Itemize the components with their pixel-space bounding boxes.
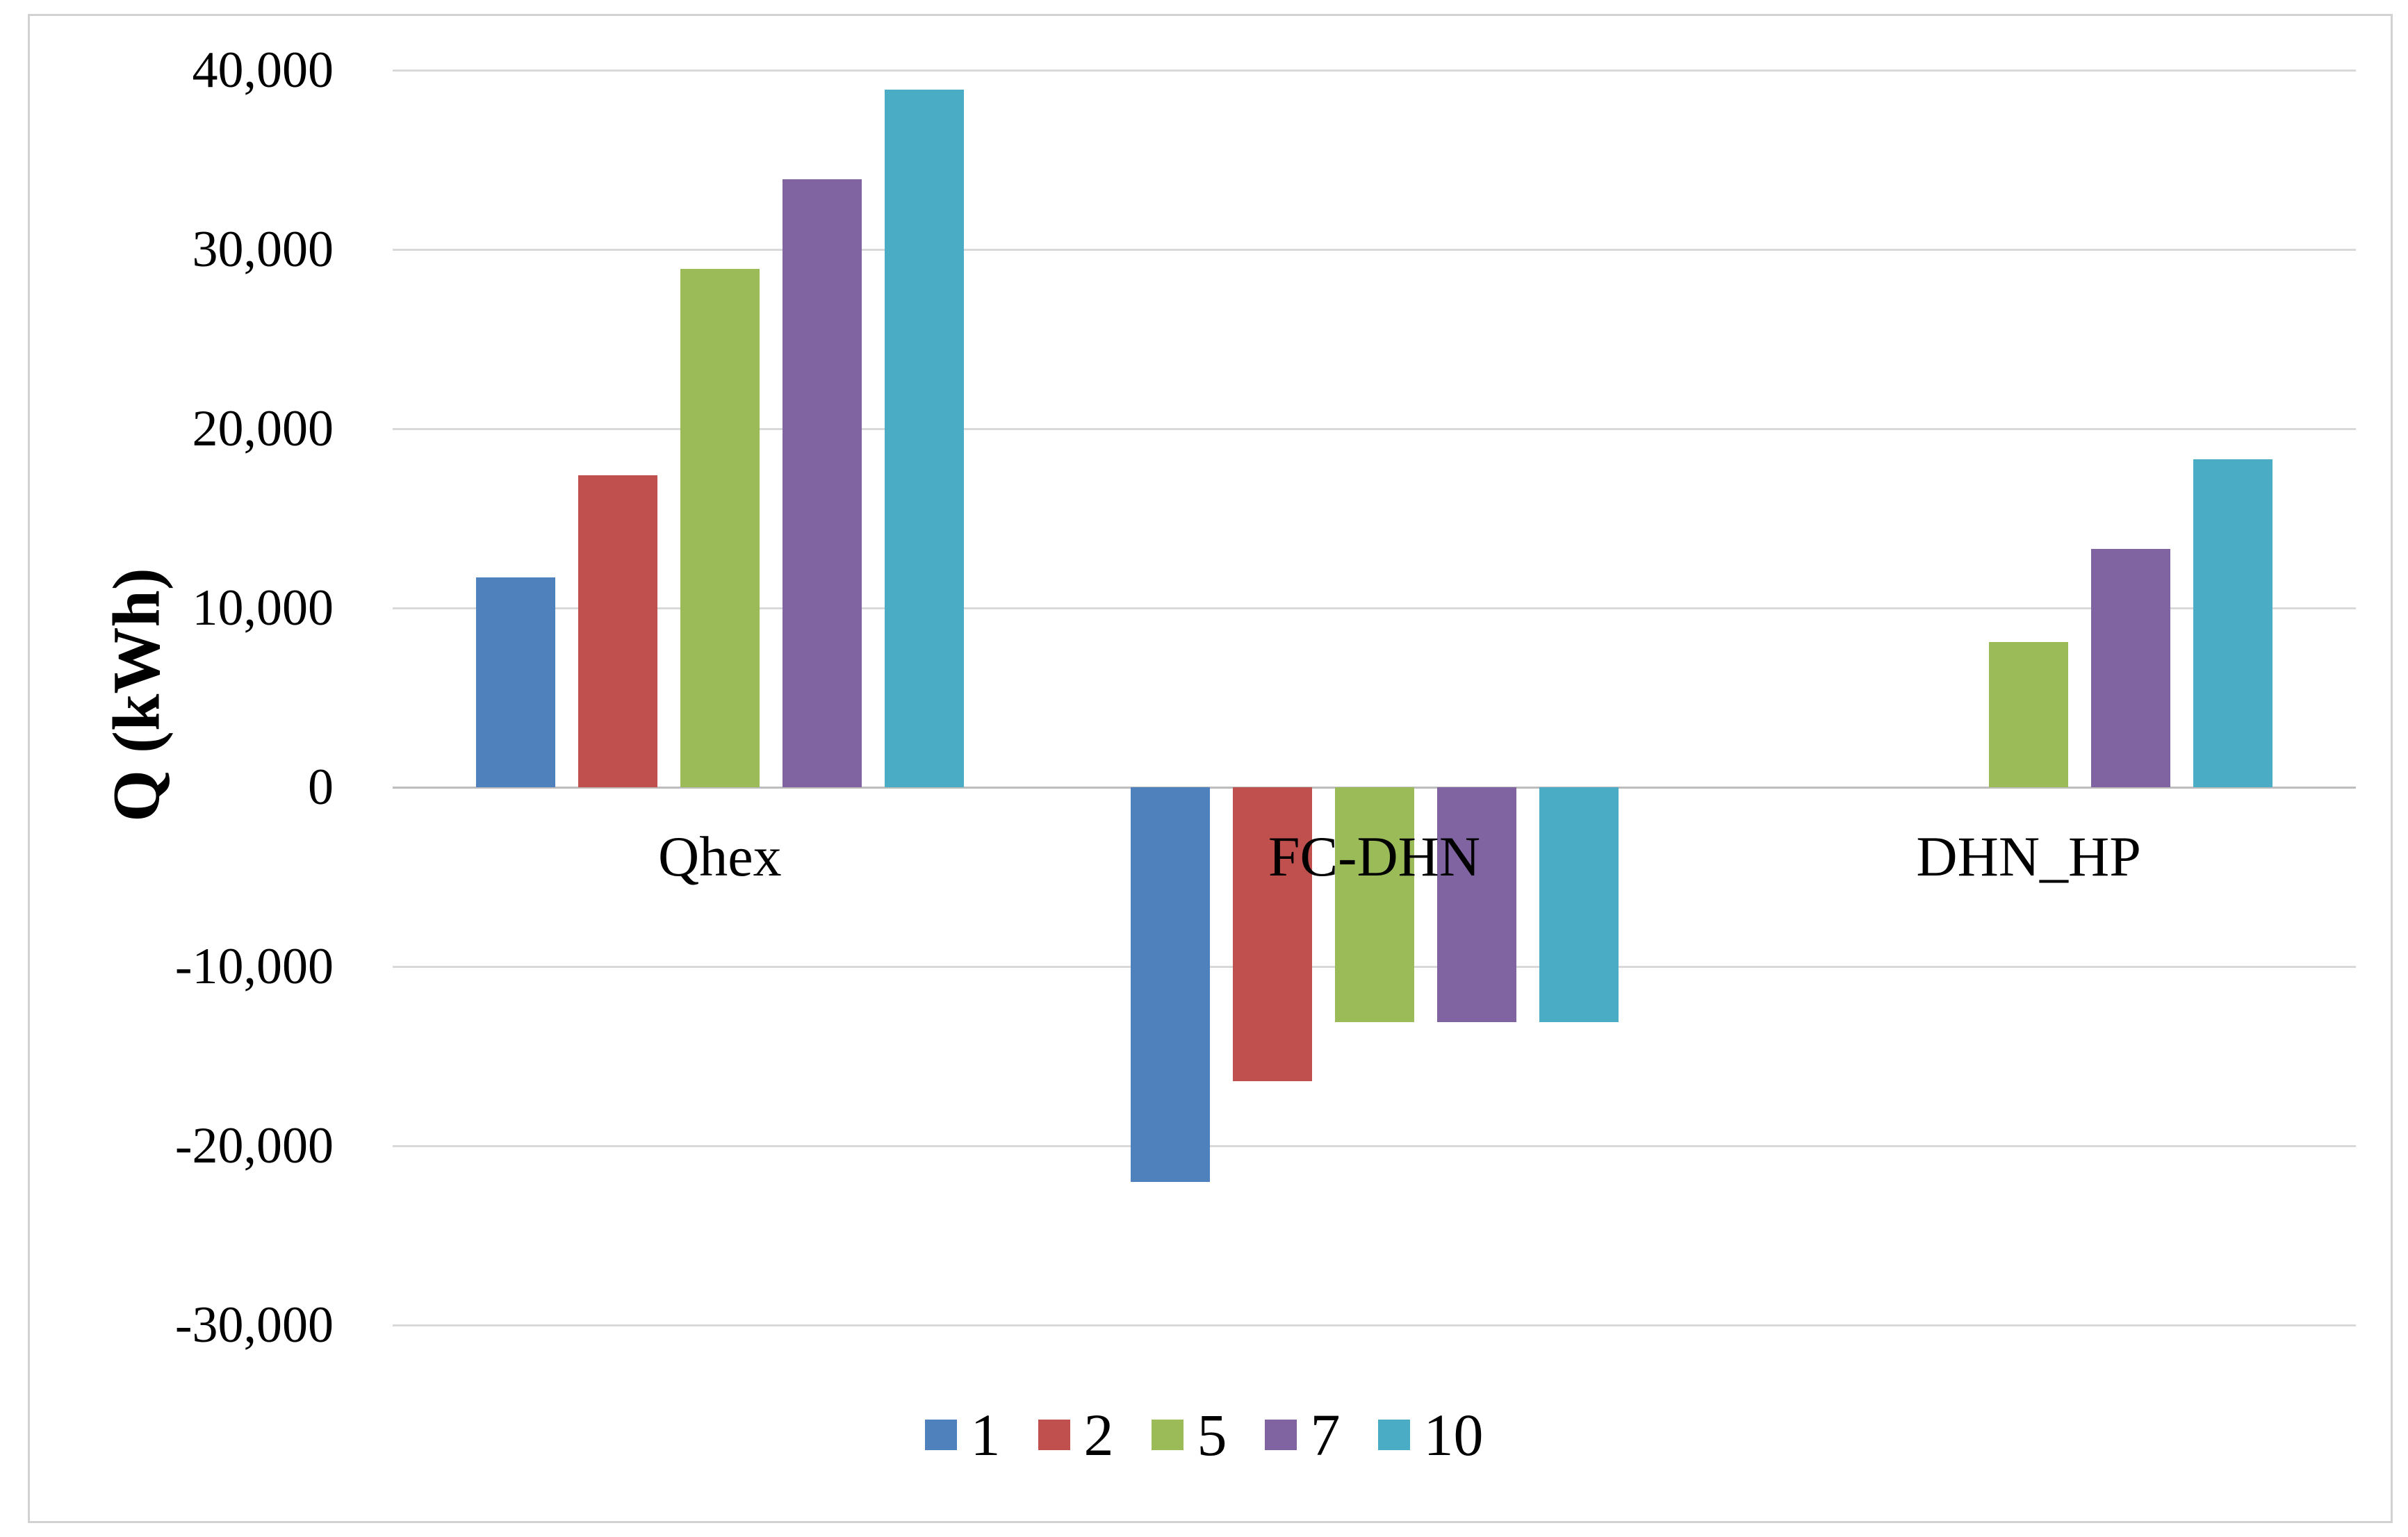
legend-label-10: 10 — [1423, 1402, 1484, 1468]
category-label-qhex: Qhex — [658, 825, 782, 888]
gridline--30000 — [393, 1324, 2356, 1326]
y-tick-label-30000: 30,000 — [192, 221, 334, 278]
legend-item-2: 2 — [1038, 1405, 1114, 1465]
bar-dhn-hp-series-10 — [2193, 459, 2273, 787]
legend-swatch-2 — [1038, 1420, 1070, 1450]
legend-swatch-7 — [1264, 1420, 1297, 1450]
bar-fc-dhn-series-1 — [1130, 787, 1210, 1182]
legend-swatch-5 — [1151, 1420, 1183, 1450]
gridline-40000 — [393, 69, 2356, 72]
bar-qhex-series-1 — [475, 577, 555, 787]
bar-dhn-hp-series-5 — [1989, 642, 2069, 787]
gridline-20000 — [393, 427, 2356, 430]
y-tick-label--20000: -20,000 — [174, 1117, 334, 1174]
y-tick-label--10000: -10,000 — [174, 938, 334, 995]
y-tick-label-0: 0 — [308, 759, 334, 816]
y-tick-label-10000: 10,000 — [192, 580, 334, 636]
legend-swatch-10 — [1377, 1420, 1410, 1450]
bar-qhex-series-10 — [884, 90, 964, 787]
category-label-dhn-hp: DHN_HP — [1916, 825, 2141, 888]
legend-label-7: 7 — [1310, 1402, 1341, 1468]
bar-dhn-hp-series-7 — [2091, 548, 2171, 787]
legend-label-2: 2 — [1083, 1402, 1114, 1468]
legend-item-7: 7 — [1264, 1402, 1341, 1468]
y-tick-label--30000: -30,000 — [174, 1297, 334, 1354]
legend-label-1: 1 — [970, 1402, 1001, 1468]
category-label-fc-dhn: FC-DHN — [1268, 825, 1481, 888]
bar-qhex-series-7 — [782, 179, 862, 787]
legend-item-5: 5 — [1151, 1402, 1227, 1468]
bar-qhex-series-5 — [680, 269, 760, 787]
bar-fc-dhn-series-10 — [1539, 787, 1619, 1022]
gridline--20000 — [393, 1144, 2356, 1147]
legend-item-10: 10 — [1377, 1402, 1484, 1468]
gridline-30000 — [393, 248, 2356, 251]
y-tick-label-20000: 20,000 — [192, 400, 334, 457]
legend-item-1: 1 — [924, 1402, 1001, 1468]
legend-label-5: 5 — [1197, 1402, 1227, 1468]
bar-fc-dhn-series-7 — [1436, 787, 1516, 1022]
legend-swatch-1 — [924, 1420, 957, 1450]
legend: 1 2 5 7 10 — [0, 1390, 2408, 1480]
bar-fc-dhn-series-2 — [1232, 787, 1312, 1082]
bar-qhex-series-2 — [578, 475, 657, 787]
y-tick-label-40000: 40,000 — [192, 42, 334, 99]
gridline-10000 — [393, 607, 2356, 609]
y-axis-title: Q (kWh) — [99, 568, 174, 822]
bar-fc-dhn-series-5 — [1334, 787, 1414, 1022]
